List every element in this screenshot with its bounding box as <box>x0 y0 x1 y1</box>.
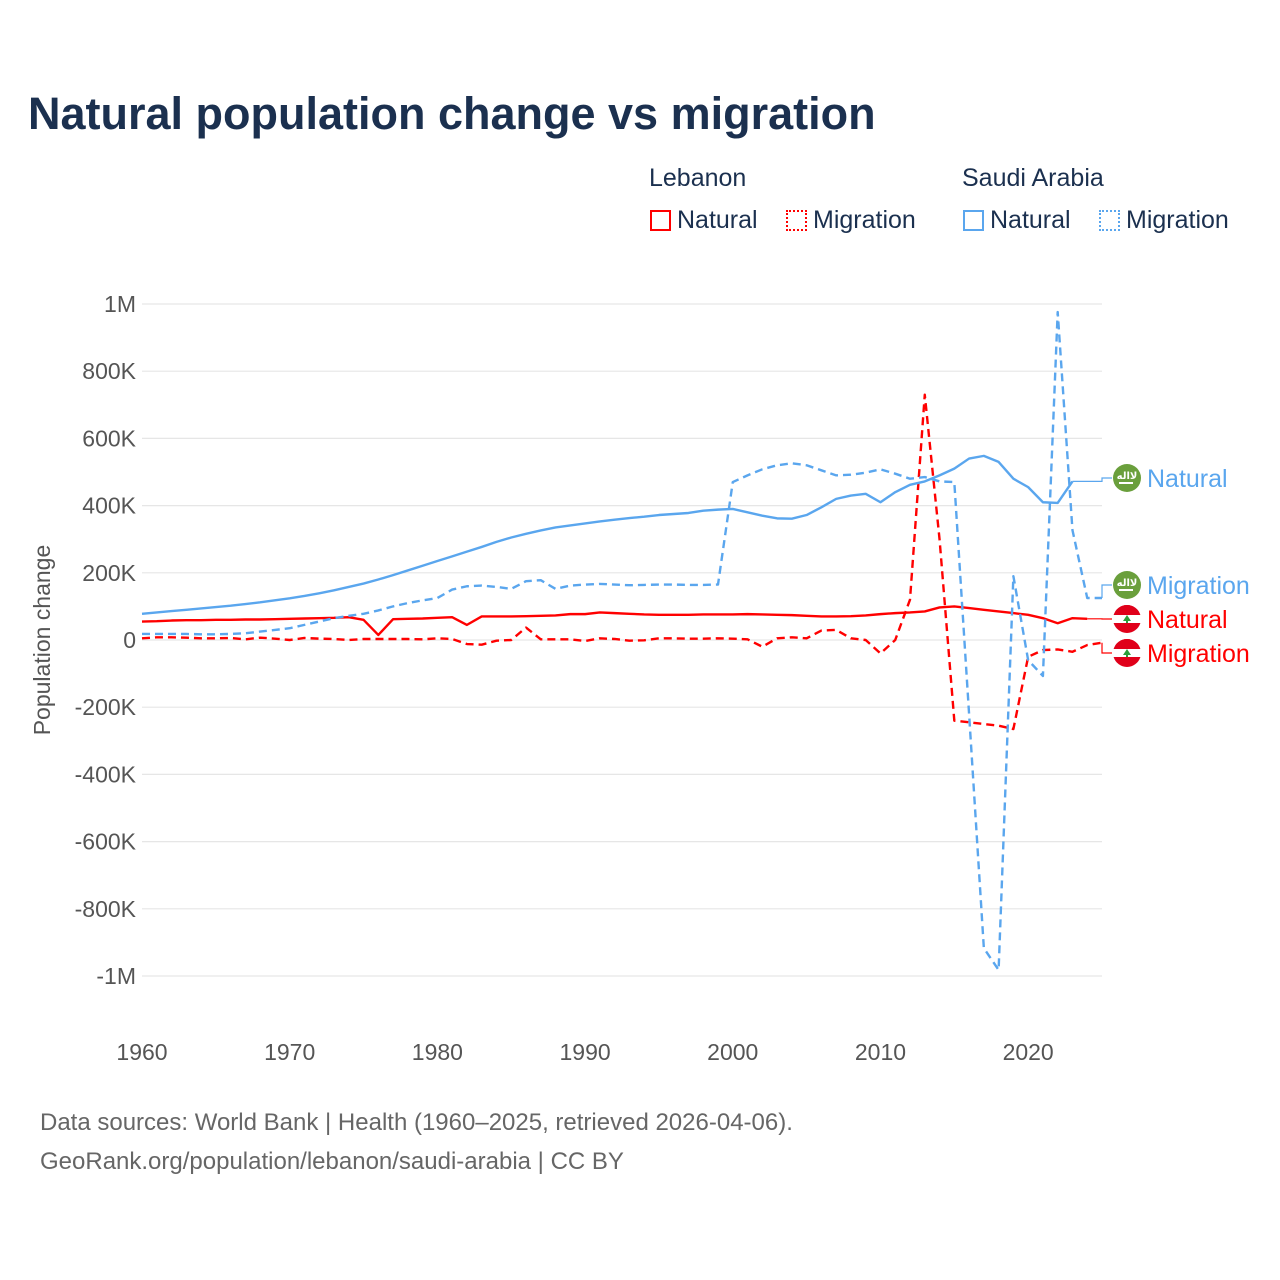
legend-label: Natural <box>677 206 758 234</box>
legend-swatch-solid <box>963 210 984 231</box>
x-tick-label: 1980 <box>412 1039 463 1065</box>
legend-saudi-natural[interactable]: Natural <box>963 206 1071 235</box>
legend-swatch-dotted <box>1099 210 1120 231</box>
footer-link[interactable]: GeoRank.org/population/lebanon/saudi-ara… <box>40 1148 624 1175</box>
x-tick-label: 2010 <box>855 1039 906 1065</box>
legend-swatch-dotted <box>786 210 807 231</box>
flag-script: ﻻﺍﻟﻪ <box>1117 471 1138 482</box>
legend-saudi-migration[interactable]: Migration <box>1099 206 1229 235</box>
series-line-lebanon-natural <box>141 605 1088 637</box>
series-line-lebanon-migration <box>141 393 1103 731</box>
y-tick-label: 400K <box>82 493 136 519</box>
flag-sword <box>1119 589 1133 591</box>
y-tick-label: -400K <box>75 761 137 787</box>
series-line-saudi-arabia-migration <box>142 310 1102 972</box>
flag-stripe-bottom <box>1113 657 1141 667</box>
x-tick-label: 1960 <box>116 1039 167 1065</box>
y-tick-label: 800K <box>82 358 136 384</box>
flag-script: ﻻﺍﻟﻪ <box>1117 578 1138 589</box>
flag-sword <box>1119 482 1133 484</box>
lebanon-flag-icon <box>1113 605 1141 633</box>
y-tick-label: -800K <box>75 896 137 922</box>
label-connector <box>1101 642 1112 654</box>
footer-sources: Data sources: World Bank | Health (1960–… <box>40 1109 793 1136</box>
end-label-saudi-arabia-natural: Natural <box>1147 465 1228 493</box>
series-line-saudi-arabia-natural <box>141 454 1074 615</box>
end-label-saudi-arabia-migration: Migration <box>1147 572 1250 600</box>
cedar-icon <box>1123 649 1131 657</box>
legend-group-saudi-arabia: Saudi Arabia <box>962 164 1104 192</box>
flag-stripe-top <box>1113 639 1141 649</box>
y-tick-label: -200K <box>75 694 137 720</box>
legend-label: Migration <box>1126 206 1229 234</box>
x-tick-label: 2020 <box>1003 1039 1054 1065</box>
legend-group-lebanon: Lebanon <box>649 164 747 192</box>
y-tick-label: 600K <box>82 425 136 451</box>
flag-stripe-top <box>1113 605 1141 615</box>
flag-bg <box>1113 571 1141 599</box>
saudi-arabia-flag-icon: ﻻﺍﻟﻪ <box>1113 571 1141 599</box>
legend-lebanon-migration[interactable]: Migration <box>786 206 916 235</box>
legend-label: Migration <box>813 206 916 234</box>
x-tick-label: 2000 <box>707 1039 758 1065</box>
y-tick-label: -1M <box>96 963 136 989</box>
x-tick-label: 1990 <box>559 1039 610 1065</box>
y-tick-label: 1M <box>104 291 136 317</box>
legend-lebanon-natural[interactable]: Natural <box>650 206 758 235</box>
label-connector <box>1072 477 1112 483</box>
y-tick-label: 0 <box>123 627 136 653</box>
y-axis-label: Population change <box>29 545 55 736</box>
label-connector <box>1101 584 1112 598</box>
cedar-icon <box>1123 615 1131 623</box>
y-tick-label: -600K <box>75 829 137 855</box>
flag-stripe-bottom <box>1113 623 1141 633</box>
end-label-lebanon-natural: Natural <box>1147 606 1228 634</box>
end-label-lebanon-migration: Migration <box>1147 640 1250 668</box>
saudi-arabia-flag-icon: ﻻﺍﻟﻪ <box>1113 464 1141 492</box>
x-tick-label: 1970 <box>264 1039 315 1065</box>
legend-label: Natural <box>990 206 1071 234</box>
legend-swatch-solid <box>650 210 671 231</box>
y-tick-label: 200K <box>82 560 136 586</box>
chart-title: Natural population change vs migration <box>28 88 876 139</box>
flag-bg <box>1113 464 1141 492</box>
lebanon-flag-icon <box>1113 639 1141 667</box>
